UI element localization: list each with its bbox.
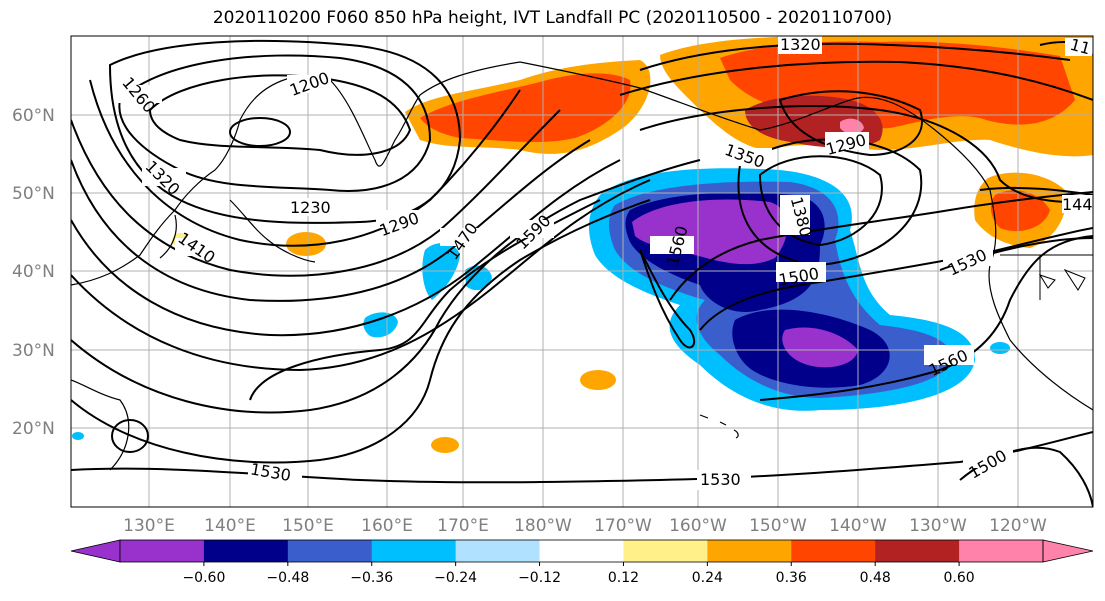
- colorbar-tick-label: −0.36: [350, 570, 393, 586]
- coast-korea: [159, 214, 177, 259]
- lon-label: 180°W: [514, 516, 572, 536]
- contour-1410: [71, 159, 621, 337]
- colorbar-ticks: −0.60 −0.48 −0.36 −0.24 −0.12 0.12 0.24 0.36 0.4…: [182, 562, 975, 586]
- contour-1320: [71, 109, 561, 277]
- contour-1200: [148, 74, 412, 156]
- latitude-labels: 60°N 50°N 40°N 30°N 20°N: [12, 106, 55, 439]
- negative-anomaly-patch-4: [990, 342, 1010, 354]
- positive-anomaly-japan-spot: [286, 232, 326, 256]
- lon-label: 160°E: [361, 516, 413, 536]
- contour-high-west: [111, 419, 149, 453]
- contour-1530: [71, 159, 701, 414]
- negative-anomaly-purple-south: [782, 327, 858, 368]
- colorbar-tick-label: −0.24: [434, 570, 477, 586]
- coast-kamchatka: [329, 61, 521, 167]
- lon-label: 170°E: [437, 516, 489, 536]
- lon-label: 140°W: [829, 516, 887, 536]
- colorbar-segment: [623, 540, 708, 562]
- colorbar-segment: [791, 540, 876, 562]
- colorbar-segment: [203, 540, 289, 562]
- lat-label: 20°N: [12, 419, 55, 439]
- colorbar-extend-max: [1042, 539, 1094, 563]
- contour-label: 1530: [700, 470, 741, 489]
- contour-1590: [249, 199, 601, 401]
- positive-anomaly-pnw-core: [990, 190, 1050, 232]
- coast-hawaii: [699, 414, 739, 439]
- contour-1350-north: [639, 105, 1093, 203]
- lat-label: 60°N: [12, 106, 55, 126]
- contour-label: 1440: [1062, 195, 1103, 214]
- contour-low-okhotsk: [229, 117, 291, 147]
- contour-1500-east: [699, 227, 1093, 331]
- lat-label: 30°N: [12, 341, 55, 361]
- colorbar-extend-min: [70, 539, 121, 563]
- colorbar-segment: [539, 540, 624, 562]
- lon-label: 120°W: [989, 516, 1047, 536]
- coast-japan: [229, 199, 316, 263]
- colorbar-segment: [959, 540, 1044, 562]
- colorbar-tick-label: −0.48: [266, 570, 309, 586]
- negative-anomaly-patch-1: [422, 243, 460, 300]
- contour-low-gulf-alaska: [758, 155, 883, 247]
- coast-alaska: [759, 96, 991, 191]
- contour-1560-center: [639, 249, 696, 349]
- colorbar: [70, 539, 1094, 563]
- contour-1440-pnw: [979, 186, 1093, 196]
- coastlines: [71, 61, 1093, 471]
- colorbar-tick-label: −0.60: [182, 570, 225, 586]
- contour-label-group: 1170 1200 1260 1320 1410 1230 1290 1470 …: [118, 35, 1103, 490]
- contour-1320-north: [619, 60, 1093, 101]
- colorbar-tick-label: −0.12: [518, 570, 561, 586]
- colorbar-tick-label: 0.24: [692, 570, 723, 586]
- contour-label: 1230: [290, 198, 331, 217]
- map-title: 2020110200 F060 850 hPa height, IVT Land…: [212, 8, 893, 28]
- coast-china-south: [71, 379, 130, 471]
- contour-1290-north: [639, 42, 1071, 71]
- positive-anomaly-spot-hawaii-north: [580, 370, 616, 390]
- contour-1470: [71, 179, 651, 372]
- lon-label: 170°W: [594, 516, 652, 536]
- positive-anomaly-north-pacific-core: [420, 73, 631, 143]
- lon-label: 130°W: [909, 516, 967, 536]
- contour-1290: [89, 79, 521, 247]
- lon-label: 150°W: [749, 516, 807, 536]
- lon-label: 160°W: [669, 516, 727, 536]
- colorbar-segment: [707, 540, 792, 562]
- lon-label: 140°E: [204, 516, 256, 536]
- contour-1290-alaska: [778, 90, 923, 157]
- coast-asia-east: [71, 77, 291, 286]
- us-borders: [1000, 254, 1093, 300]
- coast-aleutians: [519, 61, 761, 131]
- colorbar-segment: [875, 540, 960, 562]
- colorbar-tick-label: 0.36: [776, 570, 807, 586]
- contour-1560: [71, 199, 651, 464]
- map-frame: [70, 35, 1094, 508]
- colorbar-border: [119, 539, 1044, 563]
- lon-label: 150°E: [282, 516, 334, 536]
- longitude-labels: 130°E 140°E 150°E 160°E 170°E 180°W 170°…: [123, 516, 1047, 536]
- contour-label: 1320: [780, 35, 821, 54]
- negative-anomaly-patch-5: [72, 432, 84, 440]
- lat-label: 50°N: [12, 184, 55, 204]
- colorbar-segment: [371, 540, 457, 562]
- negative-anomaly-patch-2: [363, 312, 398, 338]
- contour-1350: [71, 139, 591, 302]
- colorbar-tick-label: 0.60: [944, 570, 975, 586]
- colorbar-tick-label: 0.12: [608, 570, 639, 586]
- colorbar-tick-label: 0.48: [860, 570, 891, 586]
- lat-label: 40°N: [12, 262, 55, 282]
- colorbar-segment: [120, 540, 205, 562]
- colorbar-segment: [287, 540, 373, 562]
- coast-na-west: [988, 189, 1093, 411]
- lon-label: 130°E: [123, 516, 175, 536]
- contour-1560-east: [759, 235, 1093, 401]
- positive-anomaly-spot-west: [431, 437, 459, 453]
- colorbar-segment: [455, 540, 541, 562]
